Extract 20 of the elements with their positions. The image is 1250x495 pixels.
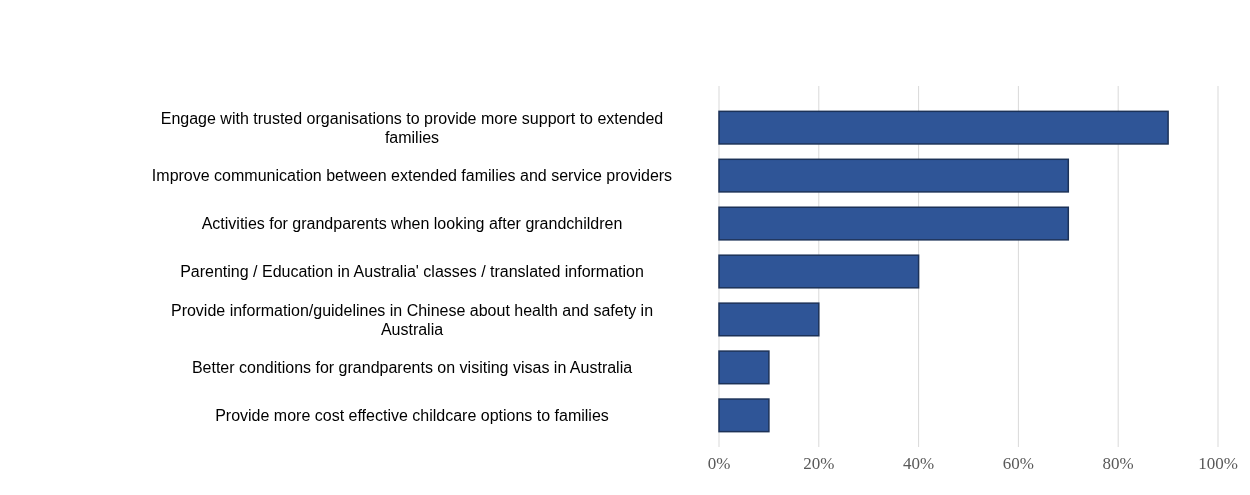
bar xyxy=(718,302,820,337)
y-tick-label: Improve communication between extended families and service providers xyxy=(151,167,673,185)
y-tick-label: Engage with trusted organisations to provide more support to extended families xyxy=(160,109,664,146)
y-tick-label: Provide more cost effective childcare options to families xyxy=(215,406,609,424)
bar xyxy=(718,206,1070,241)
bar xyxy=(718,158,1070,193)
bar xyxy=(718,254,920,289)
y-tick-label: Parenting / Education in Australia' classes / translated information xyxy=(180,263,644,281)
x-tick-label: 100% xyxy=(1198,454,1238,473)
bar xyxy=(718,350,770,385)
bar xyxy=(718,398,770,433)
bar xyxy=(718,110,1169,145)
x-tick-label: 60% xyxy=(1002,454,1034,473)
y-tick-label: Provide information/guidelines in Chinese about health and safety in Australia xyxy=(170,301,654,338)
x-tick-label: 0% xyxy=(707,454,731,473)
x-tick-label: 20% xyxy=(803,454,835,473)
x-tick-label: 40% xyxy=(903,454,935,473)
y-tick-label: Activities for grandparents when looking after grandchildren xyxy=(201,215,623,233)
y-tick-label: Better conditions for grandparents on visiting visas in Australia xyxy=(191,359,633,376)
x-tick-label: 80% xyxy=(1102,454,1134,473)
